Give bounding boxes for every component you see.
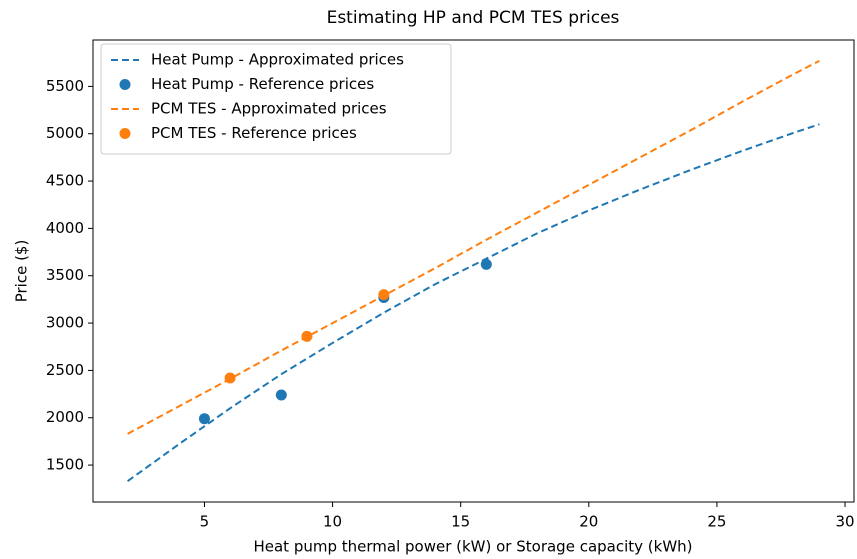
legend-label: Heat Pump - Reference prices [151,75,374,93]
point [275,389,287,401]
point [301,330,313,342]
legend-label: PCM TES - Approximated prices [151,100,387,118]
point [224,372,236,384]
x-tick-label: 25 [707,513,726,531]
line [127,59,820,435]
x-tick-label: 20 [579,513,598,531]
plot-frame [92,39,855,503]
y-tick-label: 2000 [46,408,84,426]
x-tick-label: 5 [200,513,210,531]
x-tick-label: 10 [323,513,342,531]
legend-frame [100,43,452,155]
legend-label: PCM TES - Reference prices [151,124,357,142]
legend-swatch [119,79,131,90]
y-tick-label: 4500 [46,172,84,190]
chart-title: Estimating HP and PCM TES prices [327,8,620,28]
point [198,413,210,425]
x-tick-label: 30 [835,513,854,531]
y-tick-label: 1500 [46,456,84,474]
y-tick-label: 2500 [46,361,84,379]
line [127,123,820,482]
legend-label: Heat Pump - Approximated prices [151,51,404,69]
point [480,258,492,270]
x-axis-label: Heat pump thermal power (kW) or Storage … [253,538,692,556]
point [378,289,390,301]
y-tick-label: 3500 [46,266,84,284]
x-tick-label: 15 [451,513,470,531]
y-tick-label: 5500 [46,77,84,95]
legend-swatch [119,128,131,139]
y-tick-label: 4000 [46,219,84,237]
y-axis-label: Price ($) [13,240,31,303]
y-tick-label: 3000 [46,314,84,332]
y-tick-label: 5000 [46,124,84,142]
